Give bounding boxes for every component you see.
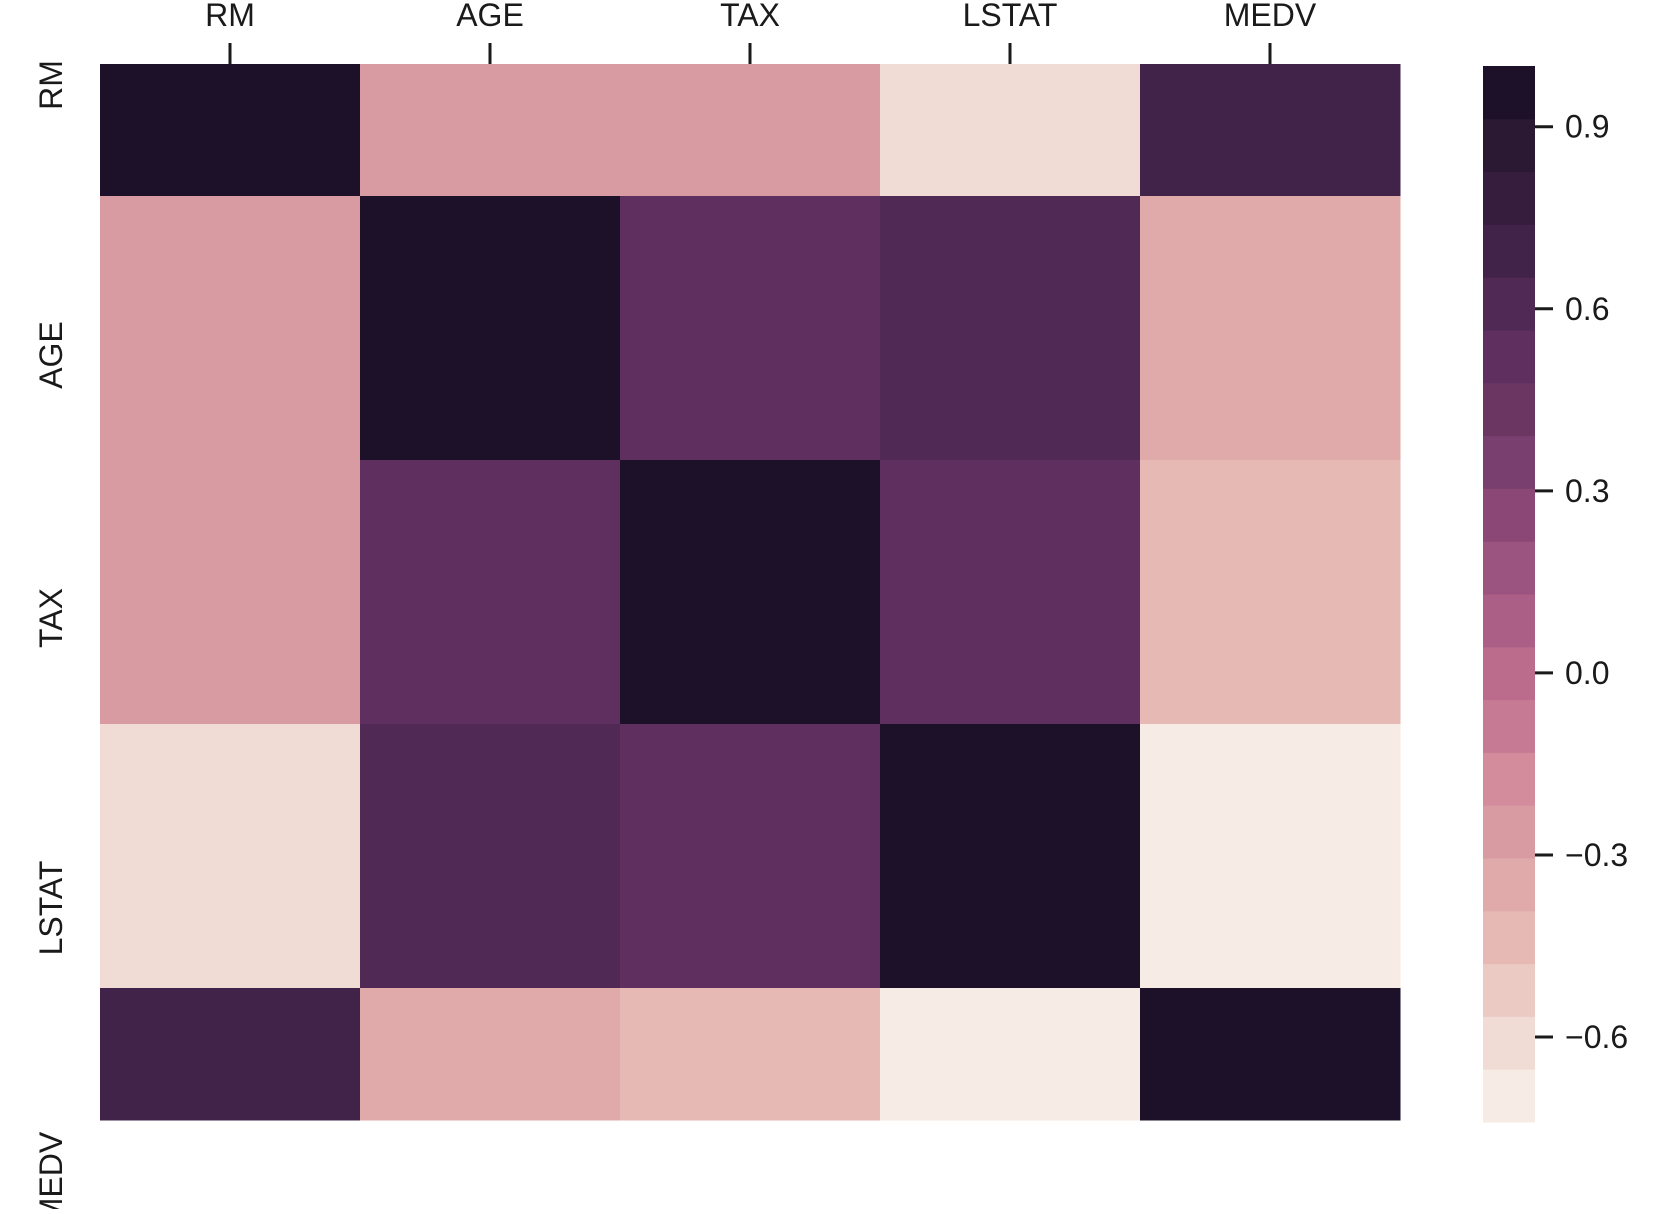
x-tick-label-medv: MEDV xyxy=(1224,0,1317,33)
colorbar-level-2 xyxy=(1483,963,1535,1017)
cell-lstat-tax xyxy=(620,724,881,989)
colorbar-tick-label-4: −0.3 xyxy=(1565,837,1628,873)
cell-tax-rm xyxy=(100,460,361,725)
cell-tax-tax xyxy=(620,460,881,725)
colorbar-tick-label-5: −0.6 xyxy=(1565,1019,1628,1055)
colorbar-level-7 xyxy=(1483,699,1535,753)
x-tick-label-lstat: LSTAT xyxy=(963,0,1058,33)
colorbar-level-0 xyxy=(1483,1069,1535,1123)
colorbar-level-14 xyxy=(1483,330,1535,384)
cell-age-age xyxy=(360,196,621,461)
y-tick-label-tax: TAX xyxy=(33,588,69,648)
colorbar-level-5 xyxy=(1483,805,1535,859)
cell-rm-rm xyxy=(100,64,361,197)
cell-tax-age xyxy=(360,460,621,725)
colorbar-level-15 xyxy=(1483,277,1535,331)
cell-rm-lstat xyxy=(880,64,1141,197)
cell-age-lstat xyxy=(880,196,1141,461)
cell-rm-medv xyxy=(1140,64,1401,197)
colorbar-level-19 xyxy=(1483,66,1535,120)
colorbar-level-12 xyxy=(1483,435,1535,489)
colorbar-tick-label-3: 0.0 xyxy=(1565,655,1609,691)
x-tick-label-age: AGE xyxy=(456,0,524,33)
colorbar-level-3 xyxy=(1483,910,1535,965)
x-tick-label-rm: RM xyxy=(205,0,255,33)
colorbar-level-11 xyxy=(1483,488,1535,542)
heatmap-cells xyxy=(100,64,1401,1121)
cell-lstat-medv xyxy=(1140,724,1401,989)
y-tick-label-age: AGE xyxy=(33,321,69,389)
colorbar-tick-label-2: 0.3 xyxy=(1565,473,1609,509)
x-tick-label-tax: TAX xyxy=(720,0,780,33)
y-tick-label-rm: RM xyxy=(33,60,69,110)
y-tick-label-lstat: LSTAT xyxy=(33,861,69,956)
colorbar: 0.9 0.6 0.3 0.0 −0.3 −0.6 xyxy=(1483,66,1628,1123)
cell-age-rm xyxy=(100,196,361,461)
x-axis-top: RM AGE TAX LSTAT MEDV xyxy=(205,0,1317,64)
cell-age-medv xyxy=(1140,196,1401,461)
y-tick-label-medv: MEDV xyxy=(33,1131,69,1209)
colorbar-level-13 xyxy=(1483,382,1535,437)
cell-rm-tax xyxy=(620,64,881,197)
y-axis-left: RM AGE TAX LSTAT MEDV xyxy=(33,60,69,1214)
cell-lstat-rm xyxy=(100,724,361,989)
cell-medv-tax xyxy=(620,988,881,1121)
cell-tax-medv xyxy=(1140,460,1401,725)
colorbar-level-18 xyxy=(1483,118,1535,173)
cell-lstat-lstat xyxy=(880,724,1141,989)
cell-tax-lstat xyxy=(880,460,1141,725)
colorbar-tick-label-1: 0.6 xyxy=(1565,291,1609,327)
colorbar-level-17 xyxy=(1483,171,1535,225)
colorbar-level-9 xyxy=(1483,594,1535,648)
colorbar-level-10 xyxy=(1483,541,1535,595)
colorbar-level-8 xyxy=(1483,646,1535,701)
cell-lstat-age xyxy=(360,724,621,989)
cell-medv-medv xyxy=(1140,988,1401,1121)
colorbar-level-1 xyxy=(1483,1016,1535,1070)
cell-rm-age xyxy=(360,64,621,197)
cell-medv-rm xyxy=(100,988,361,1121)
cell-medv-age xyxy=(360,988,621,1121)
cell-age-tax xyxy=(620,196,881,461)
cell-medv-lstat xyxy=(880,988,1141,1121)
colorbar-tick-label-0: 0.9 xyxy=(1565,109,1609,145)
colorbar-level-16 xyxy=(1483,224,1535,278)
colorbar-level-6 xyxy=(1483,752,1535,806)
colorbar-level-4 xyxy=(1483,858,1535,912)
